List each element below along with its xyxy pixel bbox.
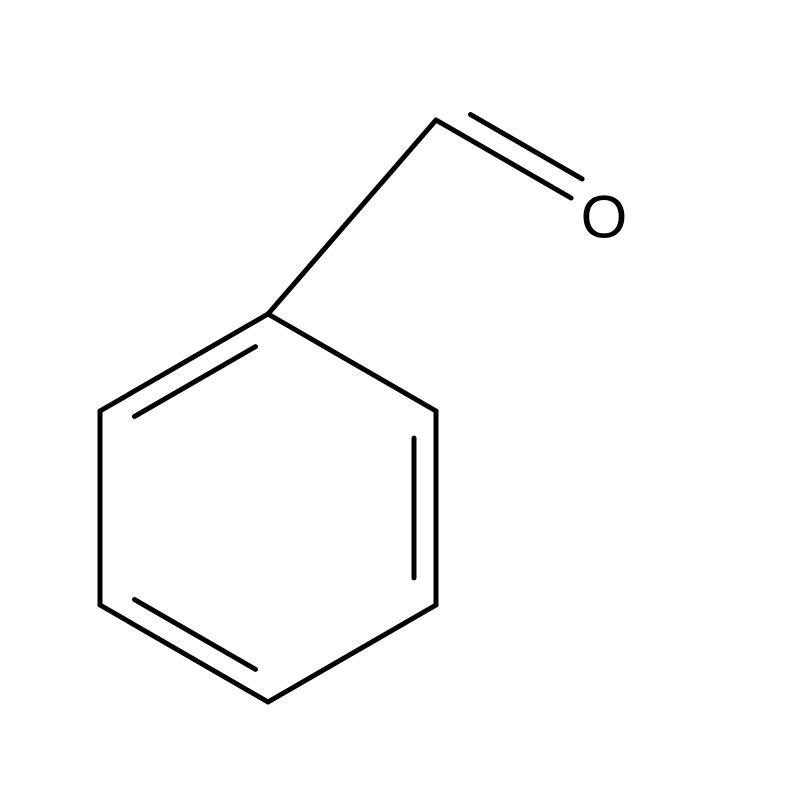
bond [100, 605, 268, 702]
bond [268, 314, 436, 411]
atom-label-O: O [581, 184, 628, 251]
bond [100, 314, 268, 411]
chemical-structure: O [0, 0, 800, 800]
bond [268, 605, 436, 702]
bond [268, 120, 436, 314]
